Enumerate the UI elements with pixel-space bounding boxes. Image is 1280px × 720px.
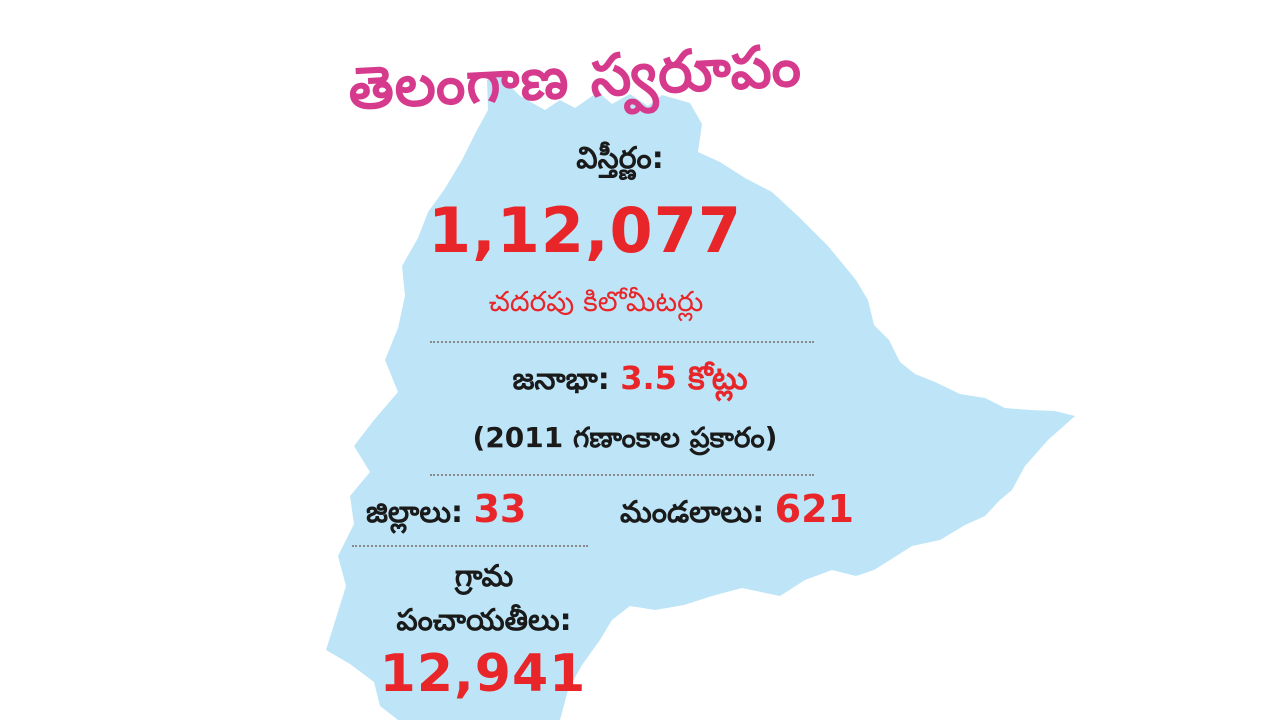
section-divider [352, 545, 588, 547]
mandals-value: 621 [774, 487, 854, 531]
gram-panchayat-label-line2: పంచాయతీలు: [396, 603, 572, 638]
area-value: 1,12,077 [428, 194, 742, 267]
gram-panchayat-label-line1: గ్రామ [454, 559, 514, 594]
area-unit: చదరపు కిలోమీటర్లు [488, 285, 704, 318]
districts-line: జిల్లాలు: 33 [366, 490, 526, 528]
section-divider [430, 341, 814, 343]
area-label: విస్తీర్ణం: [576, 141, 664, 176]
districts-value: 33 [473, 487, 527, 531]
mandals-label: మండలాలు: [620, 495, 765, 530]
population-line: జనాభా: 3.5 కోట్లు [512, 362, 747, 395]
section-divider [430, 474, 814, 476]
telangana-map-shape [326, 76, 1075, 720]
districts-label: జిల్లాలు: [366, 495, 463, 530]
population-label: జనాభా: [512, 362, 610, 397]
population-value: 3.5 కోట్లు [620, 359, 748, 397]
population-note: (2011 గణాంకాల ప్రకారం) [472, 421, 778, 454]
gram-panchayat-value: 12,941 [379, 644, 587, 704]
mandals-line: మండలాలు: 621 [620, 490, 854, 528]
